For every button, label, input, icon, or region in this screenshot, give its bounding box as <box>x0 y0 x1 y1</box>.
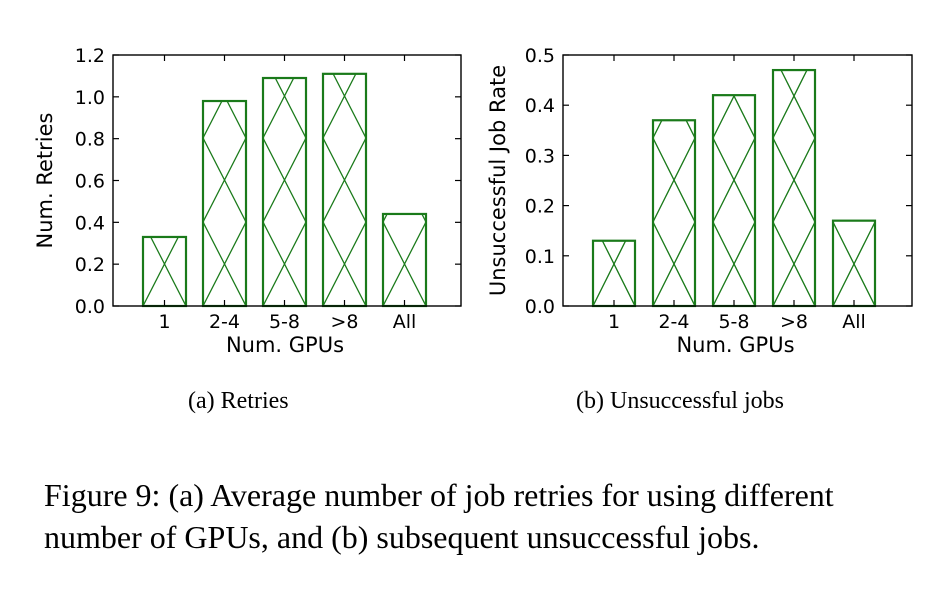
subcaption-a: (a) Retries <box>188 388 289 414</box>
x-tick-label: >8 <box>780 311 808 333</box>
x-tick-label: 2-4 <box>209 311 240 333</box>
subcaption-b: (b) Unsuccessful jobs <box>576 388 784 414</box>
y-tick-label: 1.0 <box>75 87 105 109</box>
bar->8 <box>321 72 368 308</box>
x-tick-label: 1 <box>608 311 620 333</box>
figure-caption: Figure 9: (a) Average number of job retr… <box>44 477 834 555</box>
y-tick-label: 0.2 <box>525 196 555 218</box>
x-tick-label: 1 <box>158 311 170 333</box>
chart-retries: 0.0 0.2 0.4 0.6 0.8 1.0 1.2 1 2-4 5-8 >8 All Num. GP… <box>33 45 462 357</box>
bar->8 <box>771 68 817 308</box>
y-tick-label: 0.6 <box>75 171 105 193</box>
chart-unsuccessful-jobs: 0.0 0.1 0.2 0.3 0.4 0.5 1 2-4 5-8 >8 All Num. GPUs U… <box>486 45 913 357</box>
bar-2-4 <box>651 119 697 308</box>
y-axis-label: Num. Retries <box>33 113 57 249</box>
x-tick-label: 5-8 <box>718 311 749 333</box>
y-tick-label: 0.5 <box>525 45 555 67</box>
bar-5-8 <box>711 94 757 308</box>
axes-frame <box>562 54 913 307</box>
bar-All <box>381 212 428 308</box>
bar-All <box>831 219 877 308</box>
y-tick-label: 0.1 <box>525 246 555 268</box>
x-tick-label: All <box>393 311 417 333</box>
y-tick-label: 0.8 <box>75 129 105 151</box>
y-tick-label: 0.2 <box>75 254 105 276</box>
x-axis-label: Num. GPUs <box>226 333 344 357</box>
x-tick-label: All <box>842 311 866 333</box>
y-tick-label: 0.0 <box>75 296 105 318</box>
bar-1 <box>591 239 637 308</box>
y-tick-label: 0.4 <box>525 95 555 117</box>
bar-5-8 <box>261 76 308 308</box>
bar-2-4 <box>201 99 248 308</box>
x-axis-label: Num. GPUs <box>676 333 794 357</box>
y-tick-label: 1.2 <box>75 45 105 67</box>
y-tick-label: 0.4 <box>75 212 105 234</box>
y-tick-label: 0.0 <box>525 296 555 318</box>
bar-1 <box>141 235 188 308</box>
x-tick-label: 2-4 <box>658 311 689 333</box>
y-tick-label: 0.3 <box>525 145 555 167</box>
x-tick-label: >8 <box>330 311 358 333</box>
y-axis-label: Unsuccessful Job Rate <box>486 65 510 296</box>
x-tick-label: 5-8 <box>269 311 300 333</box>
